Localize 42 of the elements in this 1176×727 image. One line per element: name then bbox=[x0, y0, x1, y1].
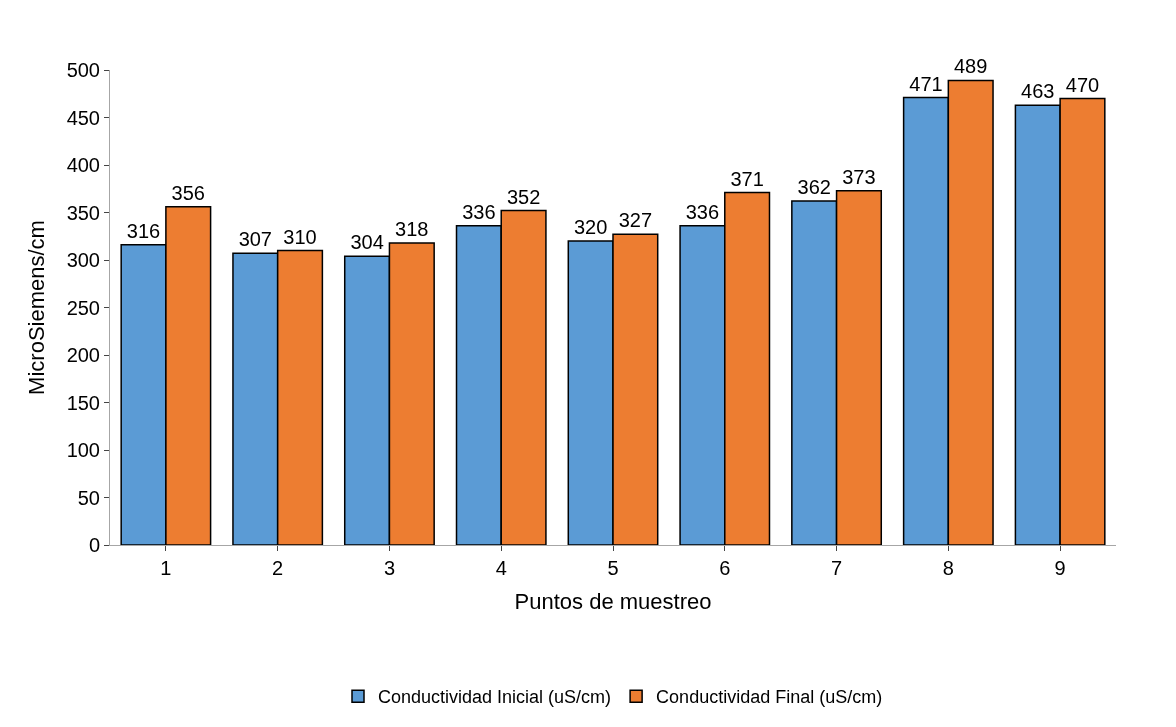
y-tick-label: 250 bbox=[66, 296, 100, 319]
x-tick-label: 3 bbox=[383, 557, 395, 579]
x-axis-title: Puntos de muestreo bbox=[514, 588, 712, 614]
y-tick-label: 200 bbox=[66, 344, 100, 366]
data-label: 307 bbox=[238, 228, 272, 251]
data-label: 470 bbox=[1065, 73, 1100, 96]
data-label: 320 bbox=[573, 216, 608, 238]
data-label: 352 bbox=[506, 185, 541, 208]
data-label: 471 bbox=[909, 72, 943, 95]
data-label: 371 bbox=[730, 167, 764, 190]
y-axis-title: MicroSiemens/cm bbox=[24, 220, 50, 395]
y-tick-label: 50 bbox=[77, 486, 100, 509]
y-tick-label: 150 bbox=[66, 391, 100, 414]
y-tick-label: 100 bbox=[66, 439, 100, 461]
x-tick-label: 2 bbox=[272, 557, 284, 579]
x-tick-label: 8 bbox=[942, 557, 954, 579]
data-label: 336 bbox=[462, 200, 496, 223]
data-label: 304 bbox=[350, 231, 384, 254]
x-tick-label: 7 bbox=[831, 557, 843, 579]
data-label: 310 bbox=[283, 225, 317, 248]
data-label: 489 bbox=[954, 55, 988, 78]
y-tick-label: 400 bbox=[66, 154, 100, 176]
x-tick-label: 4 bbox=[495, 557, 507, 579]
x-tick-label: 6 bbox=[719, 557, 731, 579]
legend-label: Conductividad Inicial (uS/cm) bbox=[378, 687, 612, 708]
y-tick-label: 0 bbox=[88, 534, 100, 556]
data-label: 318 bbox=[395, 217, 429, 240]
y-tick-label: 500 bbox=[66, 59, 100, 81]
data-label: 336 bbox=[685, 200, 720, 223]
y-tick-label: 450 bbox=[66, 106, 100, 129]
x-tick-label: 9 bbox=[1054, 557, 1066, 579]
y-tick-label: 350 bbox=[66, 201, 100, 224]
x-tick-label: 5 bbox=[607, 557, 619, 579]
y-tick-label: 300 bbox=[66, 249, 100, 271]
data-label: 356 bbox=[171, 181, 205, 204]
data-label: 362 bbox=[797, 176, 831, 199]
data-label: 373 bbox=[842, 165, 876, 188]
x-tick-label: 1 bbox=[160, 557, 172, 579]
data-label: 463 bbox=[1021, 80, 1055, 103]
data-label: 316 bbox=[126, 219, 161, 242]
legend-label: Conductividad Final (uS/cm) bbox=[656, 687, 883, 708]
data-label: 327 bbox=[618, 209, 653, 232]
